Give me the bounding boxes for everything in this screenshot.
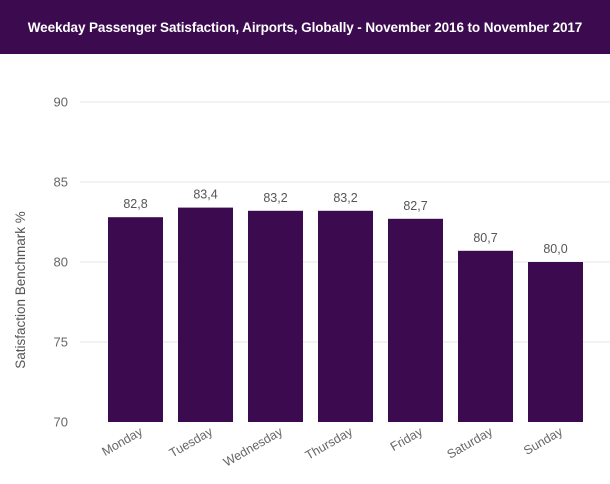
y-axis-ticks: 70 75 80 85 90 <box>54 95 68 430</box>
bar-saturday <box>458 250 513 422</box>
chart-header: Weekday Passenger Satisfaction, Airports… <box>0 0 610 54</box>
value-label: 80,0 <box>543 242 567 256</box>
y-tick-label: 90 <box>54 95 68 110</box>
bars <box>108 207 583 422</box>
value-label: 83,2 <box>333 191 357 205</box>
y-tick-label: 70 <box>54 415 68 430</box>
bar-monday <box>108 217 163 422</box>
y-axis-title: Satisfaction Benchmark % <box>13 211 28 369</box>
chart-title: Weekday Passenger Satisfaction, Airports… <box>27 19 583 35</box>
y-tick-label: 75 <box>54 335 68 350</box>
bar-friday <box>388 218 443 422</box>
value-label: 80,7 <box>473 231 497 245</box>
x-category-label: Wednesday <box>221 424 286 469</box>
value-labels: 82,8 83,4 83,2 83,2 82,7 80,7 80,0 <box>123 188 567 256</box>
value-label: 82,7 <box>403 199 427 213</box>
x-category-label: Monday <box>99 424 145 459</box>
value-label: 82,8 <box>123 197 147 211</box>
x-category-label: Thursday <box>303 424 356 463</box>
value-label: 83,2 <box>263 191 287 205</box>
x-category-label: Sunday <box>521 424 565 458</box>
bar-tuesday <box>178 207 233 422</box>
chart-area: 70 75 80 85 90 82,8 83,4 83,2 83,2 82,7 80,7 80,0 … <box>0 54 610 484</box>
x-category-label: Saturday <box>445 424 496 462</box>
bar-wednesday <box>248 210 303 422</box>
y-tick-label: 85 <box>54 175 68 190</box>
x-category-label: Tuesday <box>167 424 216 460</box>
x-axis-categories: Monday Tuesday Wednesday Thursday Friday Satu… <box>99 424 565 469</box>
y-tick-label: 80 <box>54 255 68 270</box>
value-label: 83,4 <box>193 188 217 202</box>
bar-sunday <box>528 262 583 422</box>
bar-thursday <box>318 210 373 422</box>
x-category-label: Friday <box>388 424 426 454</box>
